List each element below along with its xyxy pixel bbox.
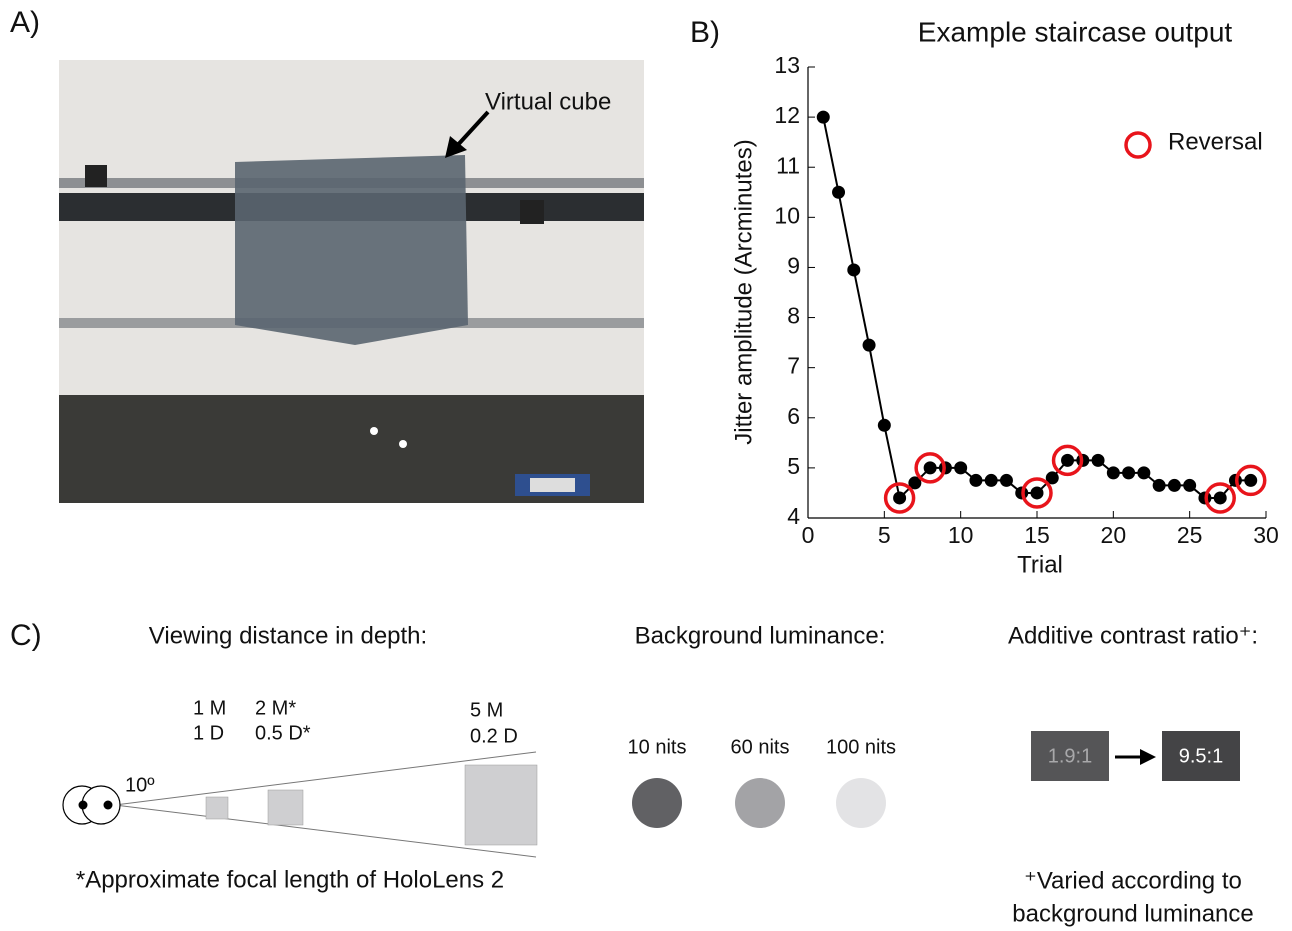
luminance-label: 10 nits bbox=[628, 736, 687, 758]
footnote: *Approximate focal length of HoloLens 2 bbox=[76, 866, 504, 893]
point bbox=[847, 263, 861, 277]
distance-label: 0.2 D bbox=[470, 725, 518, 747]
point bbox=[1091, 453, 1105, 467]
heading: Background luminance: bbox=[635, 622, 886, 649]
contrast-label: 1.9:1 bbox=[1048, 745, 1092, 767]
point bbox=[1152, 478, 1166, 492]
point bbox=[877, 418, 891, 432]
point bbox=[1030, 486, 1044, 500]
point bbox=[923, 461, 937, 475]
point bbox=[1137, 466, 1151, 480]
x-tick-label: 25 bbox=[1177, 522, 1203, 548]
point bbox=[999, 473, 1013, 487]
contrast-label: 9.5:1 bbox=[1179, 745, 1223, 767]
distance-label: 5 M bbox=[470, 699, 503, 721]
luminance-label: 60 nits bbox=[731, 736, 790, 758]
point bbox=[832, 185, 846, 199]
point bbox=[862, 338, 876, 352]
distance-label: 2 M* bbox=[255, 697, 296, 719]
y-tick-label: 12 bbox=[774, 102, 800, 128]
point bbox=[816, 110, 830, 124]
luminance-swatch bbox=[632, 778, 682, 828]
y-tick-label: 4 bbox=[787, 503, 800, 529]
panel-label: C) bbox=[10, 619, 42, 652]
reversal-marker bbox=[1051, 444, 1084, 477]
chart: 4 5 6 7 8 9 10 11 12 13 0 5 10 15 20 25 30 Reversal bbox=[774, 52, 1278, 548]
y-axis-label: Jitter amplitude (Arcminutes) bbox=[730, 139, 757, 444]
point bbox=[1244, 473, 1258, 487]
reversal-marker bbox=[1021, 477, 1053, 509]
x-tick-label: 5 bbox=[878, 522, 891, 548]
y-tick-label: 8 bbox=[787, 303, 800, 329]
contrast-box bbox=[1031, 731, 1109, 781]
heading: Additive contrast ratio⁺: bbox=[1008, 622, 1258, 649]
point bbox=[1061, 453, 1075, 467]
heading: Viewing distance in depth: bbox=[149, 622, 427, 649]
angle-label: 10º bbox=[125, 774, 155, 796]
arrow-head bbox=[1140, 749, 1156, 765]
x-tick-label: 30 bbox=[1253, 522, 1279, 548]
point bbox=[908, 476, 922, 490]
point bbox=[954, 461, 968, 475]
legend-marker bbox=[1124, 131, 1152, 159]
footnote: background luminance bbox=[1012, 900, 1254, 927]
point bbox=[1183, 478, 1197, 492]
point bbox=[893, 491, 907, 505]
x-tick-label: 20 bbox=[1101, 522, 1127, 548]
depth-diagram bbox=[62, 751, 538, 858]
legend-label: Reversal bbox=[1168, 128, 1263, 155]
photo bbox=[59, 60, 644, 503]
contrast-box bbox=[1162, 731, 1240, 781]
point bbox=[1106, 466, 1120, 480]
x-axis-label: Trial bbox=[1017, 551, 1063, 578]
panel-label: B) bbox=[690, 16, 720, 49]
luminance-label: 100 nits bbox=[826, 736, 896, 758]
footnote: ⁺Varied according to bbox=[1024, 867, 1242, 894]
distance-label: 1 M bbox=[193, 697, 226, 719]
point bbox=[969, 473, 983, 487]
series-line bbox=[822, 116, 1251, 500]
y-tick-label: 7 bbox=[787, 353, 800, 379]
y-tick-label: 9 bbox=[787, 253, 800, 279]
panel-label: A) bbox=[10, 6, 40, 39]
y-tick-label: 13 bbox=[774, 52, 800, 78]
reversal-marker bbox=[1204, 482, 1236, 514]
luminance-swatch bbox=[735, 778, 785, 828]
point bbox=[984, 473, 998, 487]
y-tick-label: 6 bbox=[787, 403, 800, 429]
x-tick-label: 15 bbox=[1024, 522, 1050, 548]
point bbox=[1122, 466, 1136, 480]
reversal-marker bbox=[1234, 464, 1267, 497]
reversal-marker bbox=[883, 482, 916, 514]
x-tick-label: 0 bbox=[802, 522, 815, 548]
reversal-marker bbox=[914, 452, 946, 484]
luminance-swatch bbox=[836, 778, 886, 828]
annotation: Virtual cube bbox=[485, 88, 611, 115]
x-tick-label: 10 bbox=[948, 522, 974, 548]
distance-label: 1 D bbox=[193, 722, 224, 744]
point bbox=[1045, 471, 1059, 485]
y-tick-label: 5 bbox=[787, 453, 800, 479]
y-tick-label: 11 bbox=[776, 152, 800, 178]
point bbox=[1167, 478, 1181, 492]
y-tick-label: 10 bbox=[774, 202, 800, 228]
distance-label: 0.5 D* bbox=[255, 722, 311, 744]
chart-title: Example staircase output bbox=[918, 16, 1233, 47]
point bbox=[1213, 491, 1227, 505]
